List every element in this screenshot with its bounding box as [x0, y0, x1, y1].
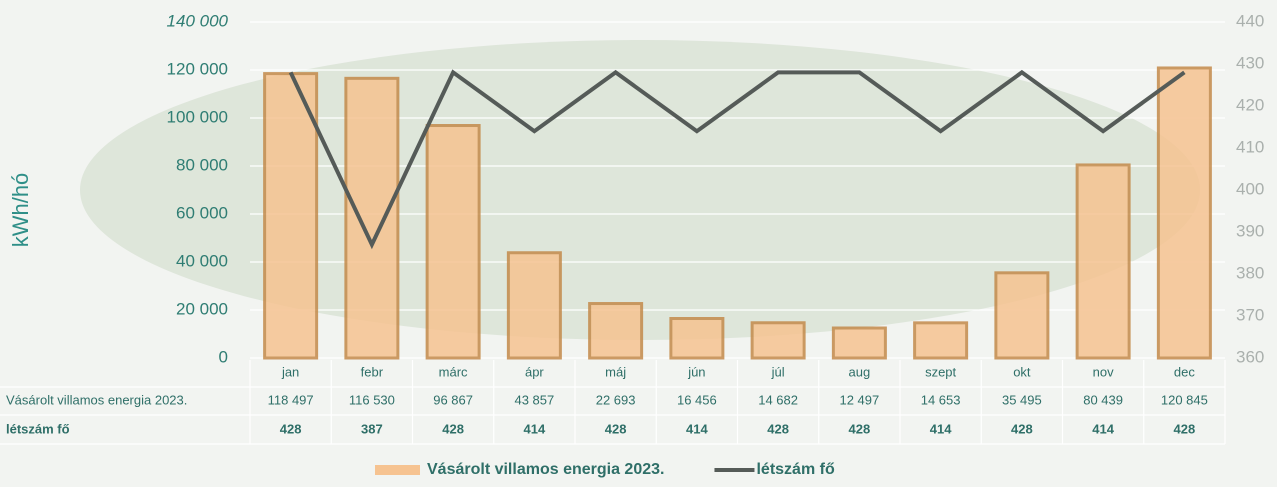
y-tick-label: 120 000 — [167, 59, 228, 78]
x-tick-label: jún — [687, 364, 705, 379]
bar — [263, 72, 319, 360]
line — [288, 69, 1186, 250]
table-cell: 35 495 — [1002, 392, 1042, 407]
bar — [425, 124, 481, 360]
table-cell: 428 — [1011, 421, 1033, 436]
table-cell: 96 867 — [433, 392, 473, 407]
y-tick-label: 0 — [219, 347, 228, 366]
table-cell: 14 653 — [921, 392, 961, 407]
bar — [1156, 66, 1212, 360]
table-row-header: létszám fő — [6, 421, 70, 436]
y-tick-label: 20 000 — [176, 299, 228, 318]
table-cell: 414 — [686, 421, 708, 436]
legend-label: Vásárolt villamos energia 2023. — [427, 461, 664, 478]
table-cell: 387 — [361, 421, 383, 436]
table-row-header: Vásárolt villamos energia 2023. — [6, 392, 187, 407]
table-cell: 428 — [442, 421, 464, 436]
y2-tick-label: 420 — [1236, 95, 1264, 114]
y-tick-label: 100 000 — [167, 107, 228, 126]
table-cell: 16 456 — [677, 392, 717, 407]
x-tick-label: aug — [849, 364, 871, 379]
y-tick-label: 60 000 — [176, 203, 228, 222]
y2-tick-label: 360 — [1236, 347, 1264, 366]
x-tick-label: szept — [925, 364, 956, 379]
table-cell: 80 439 — [1083, 392, 1123, 407]
bar — [994, 271, 1050, 360]
table-cell: 14 682 — [758, 392, 798, 407]
table-cell: 428 — [1174, 421, 1196, 436]
x-tick-label: máj — [605, 364, 626, 379]
table-cell: 22 693 — [596, 392, 636, 407]
y-tick-label: 80 000 — [176, 155, 228, 174]
y2-tick-label: 370 — [1236, 305, 1264, 324]
x-tick-label: dec — [1174, 364, 1195, 379]
y-tick-label: 140 000 — [167, 11, 229, 30]
table-cell: 428 — [849, 421, 871, 436]
table-cell: 428 — [605, 421, 627, 436]
x-tick-label: márc — [439, 364, 468, 379]
legend-label: létszám fő — [756, 461, 834, 478]
table-cell: 414 — [930, 421, 952, 436]
x-tick-label: nov — [1093, 364, 1114, 379]
y-tick-label: 40 000 — [176, 251, 228, 270]
y2-tick-label: 430 — [1236, 53, 1264, 72]
table-cell: 428 — [280, 421, 302, 436]
y2-tick-label: 390 — [1236, 221, 1264, 240]
x-tick-label: febr — [361, 364, 384, 379]
bar — [669, 317, 725, 360]
x-tick-label: júl — [771, 364, 785, 379]
bar — [344, 76, 400, 360]
y2-tick-label: 400 — [1236, 179, 1264, 198]
bar — [506, 251, 562, 360]
legend-swatch — [375, 465, 420, 475]
table-cell: 414 — [524, 421, 546, 436]
table-cell: 12 497 — [839, 392, 879, 407]
y2-tick-label: 380 — [1236, 263, 1264, 282]
x-tick-label: jan — [281, 364, 299, 379]
y-axis-title: kWh/hó — [8, 173, 33, 248]
table-cell: 120 845 — [1161, 392, 1208, 407]
table-cell: 43 857 — [514, 392, 554, 407]
bar — [750, 321, 806, 360]
x-tick-label: ápr — [525, 364, 544, 379]
bar — [1075, 163, 1131, 360]
table-cell: 116 530 — [349, 392, 395, 407]
bar — [588, 302, 644, 360]
table-cell: 118 497 — [268, 392, 314, 407]
y2-tick-label: 440 — [1236, 11, 1264, 30]
x-tick-label: okt — [1013, 364, 1031, 379]
bar — [831, 326, 887, 360]
table-cell: 428 — [767, 421, 789, 436]
bar — [913, 321, 969, 360]
y2-tick-label: 410 — [1236, 137, 1264, 156]
table-cell: 414 — [1092, 421, 1114, 436]
